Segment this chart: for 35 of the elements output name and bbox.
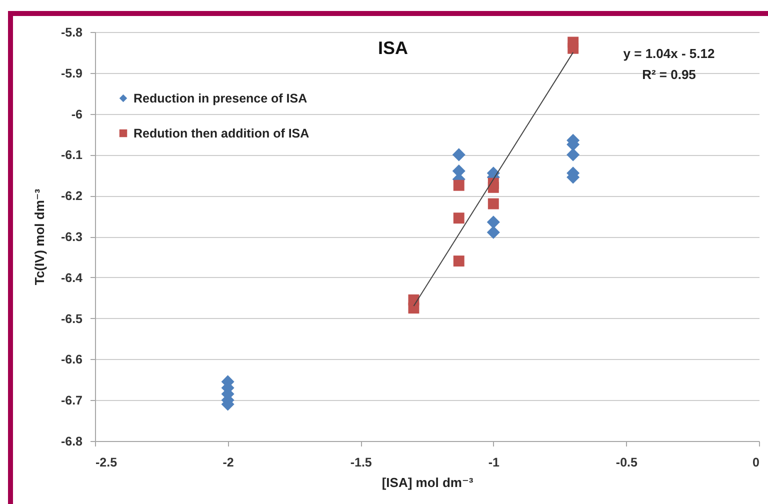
y-tick-label: -5.8 bbox=[60, 26, 83, 40]
point bbox=[486, 226, 500, 239]
x-tick-label: -0.5 bbox=[616, 456, 638, 470]
point bbox=[488, 182, 499, 193]
y-tick-label: -6.8 bbox=[60, 434, 83, 448]
point bbox=[452, 148, 466, 162]
y-tick-label: -6.2 bbox=[60, 189, 83, 204]
point bbox=[566, 148, 580, 162]
y-tick-label: -6.3 bbox=[60, 230, 83, 244]
y-tick-label: -5.9 bbox=[60, 66, 83, 80]
y-tick-label: -6 bbox=[71, 107, 83, 122]
x-tick-label: -2.5 bbox=[96, 456, 118, 470]
point bbox=[486, 216, 500, 229]
y-tick-label: -6.4 bbox=[60, 270, 83, 285]
point bbox=[453, 212, 464, 224]
point bbox=[408, 302, 420, 314]
x-axis-title: [ISA] mol dm⁻³ bbox=[382, 475, 474, 490]
point bbox=[453, 256, 464, 267]
point bbox=[453, 180, 464, 191]
chart-title: ISA bbox=[378, 38, 408, 58]
annotation: y = 1.04x - 5.12 bbox=[623, 46, 715, 61]
x-tick-label: -2 bbox=[222, 456, 234, 470]
point bbox=[488, 198, 499, 210]
x-tick-label: -1.5 bbox=[350, 456, 372, 470]
y-axis-title: Tc(IV) mol dm⁻³ bbox=[32, 188, 47, 286]
y-tick-label: -6.1 bbox=[60, 148, 83, 162]
x-tick-label: -1 bbox=[488, 456, 500, 470]
point bbox=[568, 42, 579, 54]
x-tick-label: 0 bbox=[752, 456, 760, 470]
legend-label: Reduction in presence of ISA bbox=[134, 91, 308, 106]
annotation: R² = 0.95 bbox=[642, 67, 696, 82]
legend-label: Redution then addition of ISA bbox=[134, 126, 310, 140]
y-tick-label: -6.7 bbox=[60, 394, 83, 408]
y-tick-label: -6.5 bbox=[60, 312, 83, 326]
y-tick-label: -6.6 bbox=[60, 352, 83, 367]
